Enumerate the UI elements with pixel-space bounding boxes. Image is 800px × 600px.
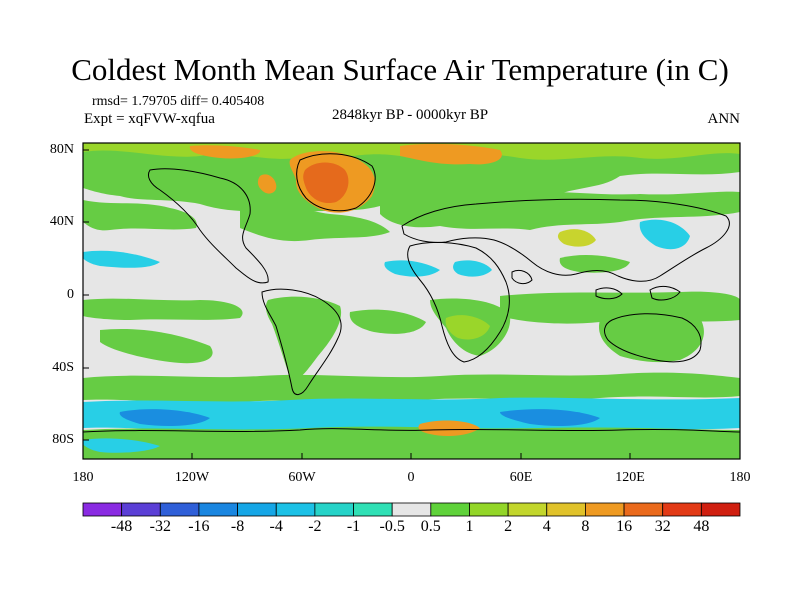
lat-label-80n: 80N (49, 142, 74, 157)
field-antarctica-cyan (83, 438, 160, 453)
colorbar-label: 8 (581, 518, 590, 535)
colorbar-label: -2 (308, 518, 322, 535)
field-pacific-n-green (83, 200, 197, 231)
map-ticks (82, 149, 741, 459)
experiment-text: Expt = xqFVW-xqfua (84, 111, 215, 127)
lat-label-80s: 80S (52, 432, 74, 447)
field-asia-yellowgreen (557, 229, 596, 247)
lon-label-180w: 180 (72, 470, 94, 485)
colorbar-label: -4 (269, 518, 283, 535)
lon-label-120w: 120W (174, 470, 210, 485)
colorbar-box (314, 502, 354, 517)
colorbar-box (391, 502, 432, 517)
field-australia-green (598, 312, 704, 363)
lon-label-120e: 120E (615, 470, 645, 485)
field-southern-blue-east (500, 409, 600, 426)
field-tropical-pacific-green (83, 298, 243, 320)
colorbar-label: 2 (504, 518, 513, 535)
field-southern-green (83, 372, 740, 403)
colorbar-label: 4 (542, 518, 551, 535)
lat-label-0: 0 (67, 287, 74, 302)
colorbar-box (275, 502, 316, 517)
field-atlantic-south-green (349, 309, 426, 334)
colorbar-box (585, 502, 625, 517)
colorbar-label: 16 (616, 518, 633, 535)
field-southern-blue-west (119, 409, 210, 426)
colorbar-label: -32 (149, 518, 171, 535)
field-antarctica-orange (418, 420, 480, 436)
colorbar-label: 48 (693, 518, 710, 535)
colorbar-box (430, 502, 470, 517)
colorbar-label: -8 (230, 518, 245, 535)
field-south-america-green (265, 296, 342, 381)
coastlines (82, 153, 741, 433)
lon-label-180e: 180 (729, 470, 751, 485)
colorbar-box (662, 502, 702, 517)
colorbar-label: -48 (110, 518, 133, 535)
colorbar-box (623, 502, 664, 517)
field-pacific-cyan-west (83, 250, 160, 268)
field-sahara-cyan (453, 260, 492, 277)
page-title: Coldest Month Mean Surface Air Temperatu… (71, 52, 729, 87)
colorbar (82, 502, 741, 517)
colorbar-label: 1 (465, 518, 474, 535)
lon-label-60e: 60E (509, 470, 533, 485)
field-barents-orange (400, 143, 502, 165)
colorbar-box (198, 502, 238, 517)
lat-label-40n: 40N (49, 214, 74, 229)
field-africa-yellowgreen (445, 315, 490, 340)
colorbar-box (82, 502, 123, 517)
colorbar-label: 0.5 (420, 518, 441, 535)
colorbar-label: -1 (346, 518, 361, 535)
field-pacific-south-green (100, 328, 213, 364)
period-text: 2848kyr BP - 0000kyr BP (331, 107, 489, 123)
colorbar-box (237, 502, 277, 517)
field-seasia-green (559, 255, 630, 273)
season-text: ANN (707, 111, 741, 127)
field-na-atlantic-green (240, 199, 390, 242)
colorbar-box (353, 502, 393, 517)
field-greenland-darkorange (303, 162, 349, 204)
field-arctic-orange-west (189, 145, 261, 159)
field-asia-cyan (639, 219, 690, 250)
field-na-orange (257, 174, 277, 194)
colorbar-box (700, 502, 741, 517)
colorbar-box (121, 502, 161, 517)
colorbar-box (469, 502, 509, 517)
colorbar-label: -0.5 (379, 518, 405, 535)
colorbar-label: 32 (654, 518, 671, 535)
colorbar-label: -16 (188, 518, 210, 535)
lat-label-40s: 40S (52, 360, 74, 375)
colorbar-box (159, 502, 200, 517)
lon-label-0: 0 (407, 470, 415, 485)
colorbar-box (507, 502, 548, 517)
field-antarctica-green (83, 426, 740, 459)
colorbar-box (546, 502, 586, 517)
stats-text: rmsd= 1.79705 diff= 0.405408 (92, 94, 265, 109)
lon-label-60w: 60W (288, 470, 316, 485)
